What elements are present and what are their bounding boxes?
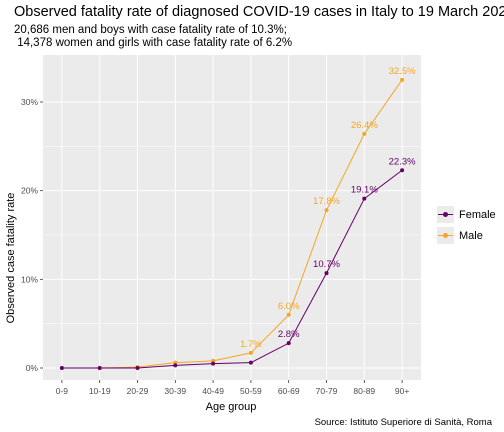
legend-label-female: Female [459,209,496,221]
data-label-male: 6.0% [278,301,300,312]
x-tick-label: 30-39 [164,386,186,396]
data-label-female: 2.8% [278,329,300,340]
data-point-female [362,197,366,201]
data-point-female [60,366,64,370]
data-label-female: 10.7% [313,259,340,270]
data-point-female [287,341,291,345]
x-tick-label: 0-9 [56,386,69,396]
x-tick-label: 10-19 [89,386,111,396]
legend-item-female[interactable]: Female [437,204,496,225]
data-label-male: 32.5% [389,66,416,77]
source-caption: Source: Istituto Superiore di Sanità, Ro… [315,417,492,428]
data-point-female [249,361,253,365]
data-point-female [98,366,102,370]
data-label-female: 19.1% [351,185,378,196]
x-tick-label: 80-89 [353,386,375,396]
legend-item-male[interactable]: Male [437,225,496,246]
legend: Female Male [437,204,496,246]
data-point-male [287,313,291,317]
data-point-male [400,78,404,82]
x-tick-label: 50-59 [240,386,262,396]
x-axis-label: Age group [206,401,257,413]
legend-key-female [437,206,454,223]
y-tick-label: 30% [21,97,38,107]
y-axis-label: Observed case fatality rate [5,193,17,324]
data-label-male: 26.4% [351,120,378,131]
x-tick-label: 70-79 [316,386,338,396]
data-point-male [249,351,253,355]
data-label-male: 17.8% [313,196,340,207]
data-point-female [136,366,140,370]
legend-label-male: Male [459,230,483,242]
x-tick-label: 20-29 [127,386,149,396]
x-tick-label: 40-49 [202,386,224,396]
data-point-male [325,208,329,212]
y-tick-label: 0% [26,363,39,373]
data-point-male [362,132,366,136]
x-tick-label: 60-69 [278,386,300,396]
y-tick-label: 10% [21,274,38,284]
data-point-female [325,271,329,275]
legend-key-male [437,227,454,244]
data-point-female [173,363,177,367]
data-label-female: 22.3% [389,156,416,167]
y-tick-label: 20% [21,186,38,196]
data-point-female [211,362,215,366]
data-point-female [400,168,404,172]
x-tick-label: 90+ [395,386,409,396]
data-label-male: 1.7% [240,339,262,350]
